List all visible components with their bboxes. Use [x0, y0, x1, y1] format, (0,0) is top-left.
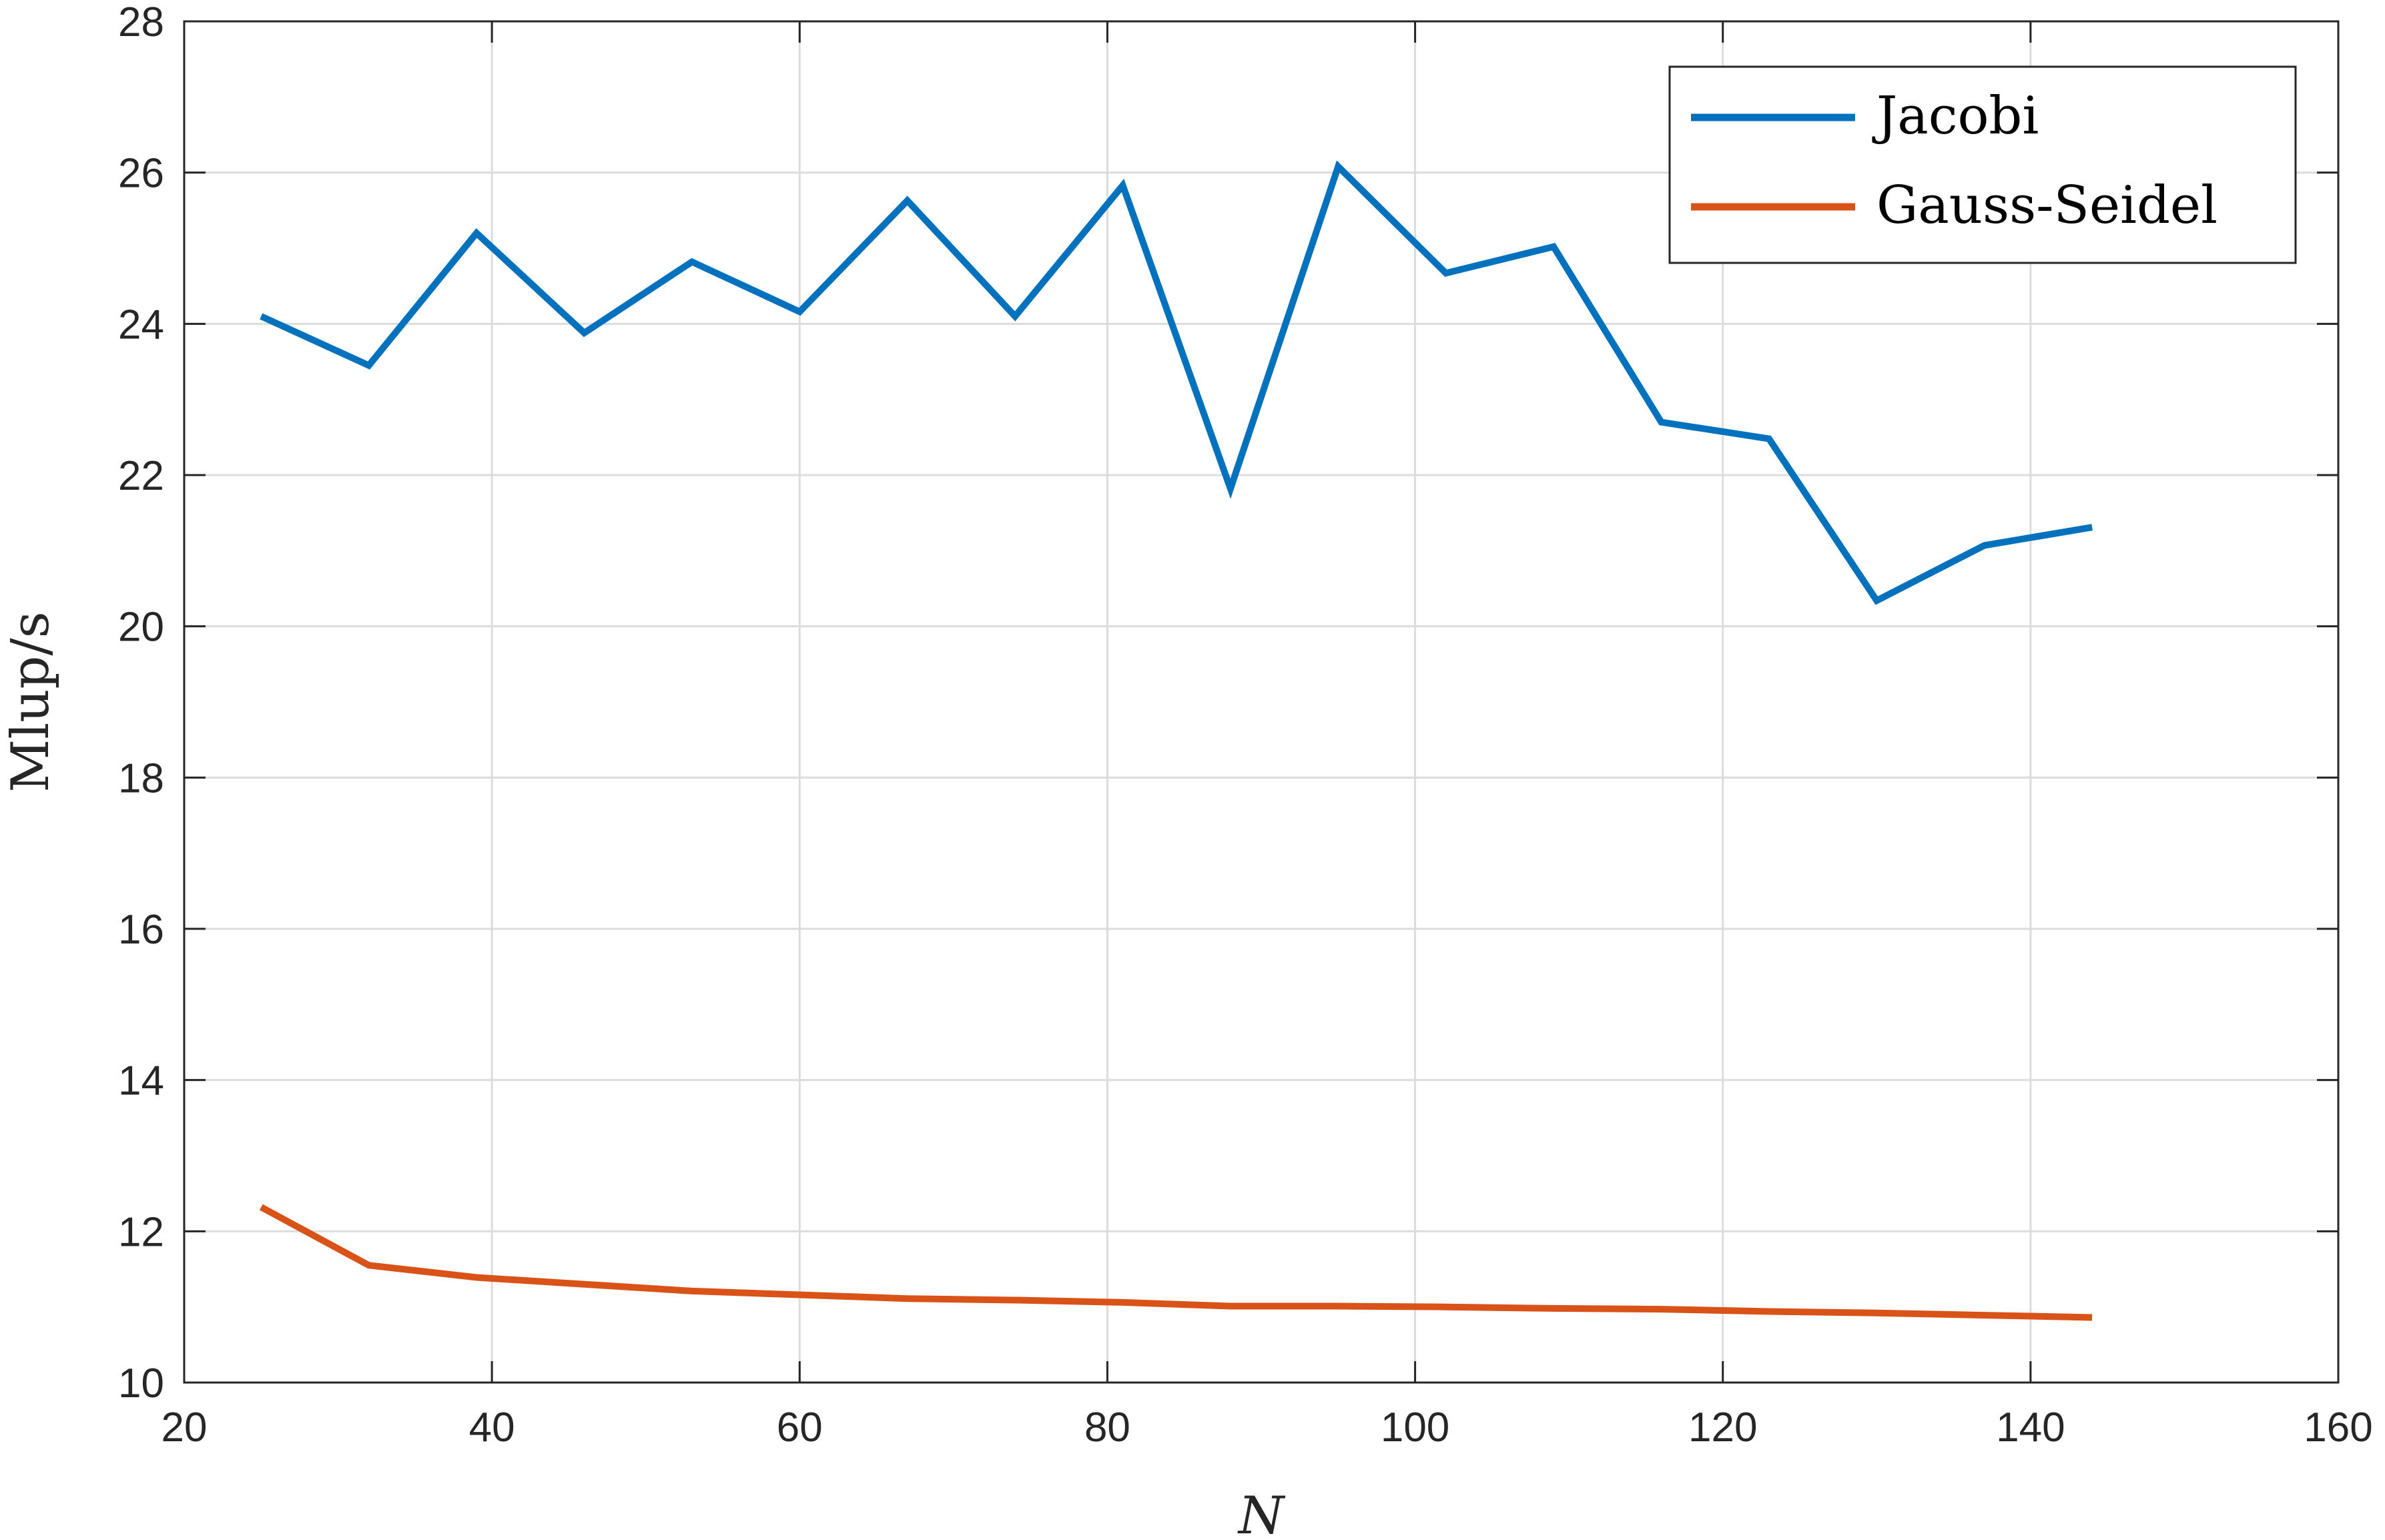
- y-tick-label: 24: [118, 302, 164, 348]
- x-tick-label: 140: [1996, 1405, 2065, 1451]
- y-tick-labels: 10 12 14 16 18 20 22 24 26 28: [118, 0, 164, 1407]
- y-tick-label: 20: [118, 605, 164, 651]
- y-tick-label: 10: [118, 1361, 164, 1407]
- y-tick-label: 28: [118, 0, 164, 45]
- x-axis-label: N: [1237, 1486, 1286, 1540]
- legend-box: [1668, 65, 2297, 264]
- x-tick-label: 80: [1084, 1405, 1130, 1451]
- x-tick-label: 160: [2304, 1405, 2372, 1451]
- x-tick-label: 120: [1688, 1405, 1757, 1451]
- y-tick-label: 12: [118, 1209, 164, 1255]
- x-tick-labels: 20 40 60 80 100 120 140 160: [161, 1405, 2373, 1451]
- x-tick-label: 100: [1381, 1405, 1449, 1451]
- x-tick-label: 40: [469, 1405, 515, 1451]
- y-tick-label: 16: [118, 907, 164, 953]
- y-tick-label: 14: [118, 1058, 164, 1104]
- legend: Jacobi Gauss-Seidel: [1668, 65, 2297, 264]
- plot-frame: [183, 20, 2340, 1384]
- series-lines: [259, 160, 2093, 1321]
- series-line-gauss-seidel: [259, 1204, 2093, 1321]
- y-tick-label: 18: [118, 755, 164, 801]
- y-axis-label: Mlup/s: [1, 611, 61, 792]
- series-line-jacobi: [260, 160, 2093, 605]
- legend-label-jacobi: Jacobi: [1872, 86, 2039, 146]
- x-tick-label: 20: [161, 1405, 208, 1451]
- y-tick-label: 22: [118, 453, 164, 499]
- y-tick-label: 26: [118, 151, 164, 197]
- legend-label-gauss-seidel: Gauss-Seidel: [1877, 175, 2218, 236]
- axis-ticks: [183, 20, 2340, 1384]
- grid-lines: [184, 21, 2338, 1383]
- x-tick-label: 60: [777, 1405, 823, 1451]
